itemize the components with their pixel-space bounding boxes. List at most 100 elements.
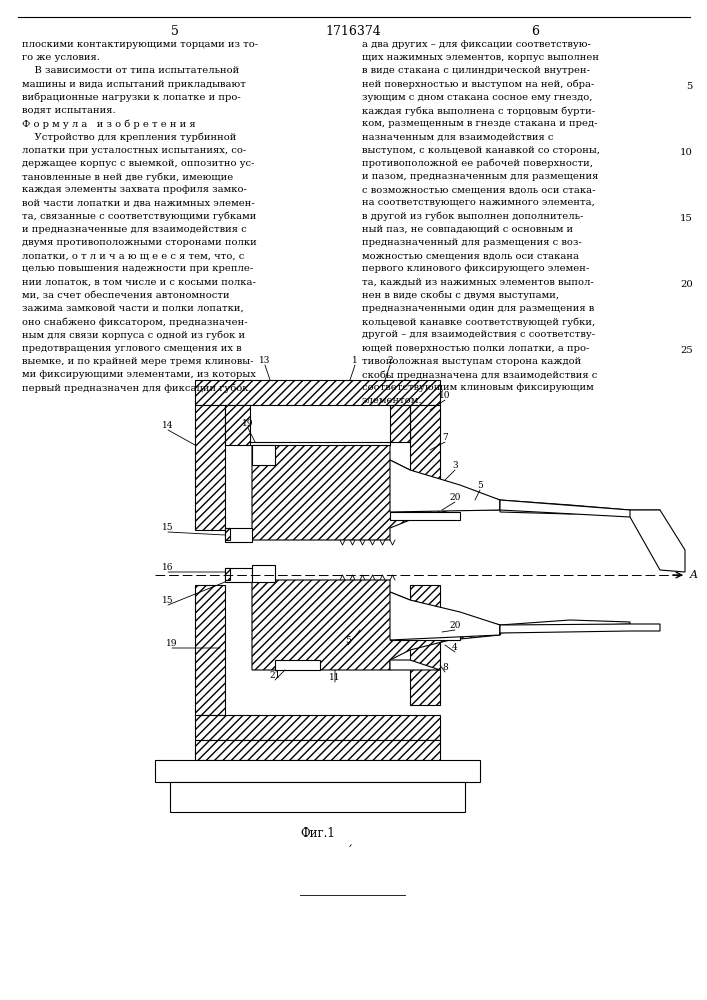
Polygon shape (630, 510, 685, 572)
Text: ком, размещенным в гнезде стакана и пред-: ком, размещенным в гнезде стакана и пред… (362, 119, 597, 128)
Text: ней поверхностью и выступом на ней, обра-: ней поверхностью и выступом на ней, обра… (362, 80, 595, 89)
Text: 7: 7 (442, 433, 448, 442)
Polygon shape (275, 660, 320, 670)
Text: Фиг.1: Фиг.1 (300, 827, 335, 840)
Text: держащее корпус с выемкой, оппозитно ус-: держащее корпус с выемкой, оппозитно ус- (22, 159, 255, 168)
Text: противоположной ее рабочей поверхности,: противоположной ее рабочей поверхности, (362, 159, 593, 168)
Polygon shape (252, 565, 275, 582)
Text: 1: 1 (352, 356, 358, 365)
Text: вибрационные нагрузки к лопатке и про-: вибрационные нагрузки к лопатке и про- (22, 93, 241, 102)
Text: и предназначенные для взаимодействия с: и предназначенные для взаимодействия с (22, 225, 247, 234)
Text: элементом.: элементом. (362, 396, 423, 405)
Polygon shape (500, 624, 660, 633)
Text: 6: 6 (531, 25, 539, 38)
Text: предназначенный для размещения с воз-: предназначенный для размещения с воз- (362, 238, 582, 247)
Text: двумя противоположными сторонами полки: двумя противоположными сторонами полки (22, 238, 257, 247)
Text: нен в виде скобы с двумя выступами,: нен в виде скобы с двумя выступами, (362, 291, 559, 300)
Text: выступом, с кольцевой канавкой со стороны,: выступом, с кольцевой канавкой со сторон… (362, 146, 600, 155)
Polygon shape (390, 512, 460, 520)
Text: первый предназначен для фиксации губок,: первый предназначен для фиксации губок, (22, 383, 252, 393)
Polygon shape (225, 568, 230, 580)
Text: водят испытания.: водят испытания. (22, 106, 116, 115)
Text: а два других – для фиксации соответствую-: а два других – для фиксации соответствую… (362, 40, 591, 49)
Text: 5: 5 (686, 82, 693, 91)
Text: лопатки, о т л и ч а ю щ е е с я тем, что, с: лопатки, о т л и ч а ю щ е е с я тем, чт… (22, 251, 245, 260)
Text: 1716374: 1716374 (325, 25, 381, 38)
Text: ный паз, не совпадающий с основным и: ный паз, не совпадающий с основным и (362, 225, 573, 234)
Text: предназначенными один для размещения в: предназначенными один для размещения в (362, 304, 595, 313)
Polygon shape (195, 405, 225, 530)
Text: ми, за счет обеспечения автономности: ми, за счет обеспечения автономности (22, 291, 230, 300)
Text: го же условия.: го же условия. (22, 53, 100, 62)
Text: тановленные в ней две губки, имеющие: тановленные в ней две губки, имеющие (22, 172, 233, 182)
Text: 5: 5 (345, 636, 351, 645)
Text: A: A (690, 570, 698, 580)
Polygon shape (170, 782, 465, 812)
Text: в другой из губок выполнен дополнитель-: в другой из губок выполнен дополнитель- (362, 212, 583, 221)
Text: 4: 4 (452, 643, 458, 652)
Text: 11: 11 (329, 673, 341, 682)
Text: Ф о р м у л а   и з о б р е т е н и я: Ф о р м у л а и з о б р е т е н и я (22, 119, 196, 129)
Text: 10: 10 (439, 391, 451, 400)
Text: соответствующим клиновым фиксирующим: соответствующим клиновым фиксирующим (362, 383, 594, 392)
Text: 5: 5 (171, 25, 179, 38)
Text: 5: 5 (477, 481, 483, 490)
Text: 21: 21 (269, 671, 281, 680)
Polygon shape (195, 380, 440, 405)
Text: лопатки при усталостных испытаниях, со-: лопатки при усталостных испытаниях, со- (22, 146, 246, 155)
Text: в виде стакана с цилиндрической внутрен-: в виде стакана с цилиндрической внутрен- (362, 66, 590, 75)
Text: плоскими контактирующими торцами из то-: плоскими контактирующими торцами из то- (22, 40, 258, 49)
Polygon shape (252, 580, 500, 670)
Polygon shape (195, 740, 440, 760)
Text: зующим с дном стакана сосное ему гнездо,: зующим с дном стакана сосное ему гнездо, (362, 93, 592, 102)
Text: Устройство для крепления турбинной: Устройство для крепления турбинной (22, 132, 236, 142)
Polygon shape (155, 760, 480, 782)
Text: каждая элементы захвата профиля замко-: каждая элементы захвата профиля замко- (22, 185, 247, 194)
Polygon shape (500, 620, 630, 635)
Polygon shape (500, 500, 660, 517)
Polygon shape (390, 632, 460, 640)
Text: 19: 19 (243, 419, 254, 428)
Text: кольцевой канавке соответствующей губки,: кольцевой канавке соответствующей губки, (362, 317, 595, 327)
Polygon shape (195, 715, 440, 740)
Text: 10: 10 (680, 148, 693, 157)
Text: В зависимости от типа испытательной: В зависимости от типа испытательной (22, 66, 239, 75)
Text: вой части лопатки и два нажимных элемен-: вой части лопатки и два нажимных элемен- (22, 198, 255, 207)
Text: тивоположная выступам сторона каждой: тивоположная выступам сторона каждой (362, 357, 581, 366)
Text: 15: 15 (162, 596, 174, 605)
Text: ным для связи корпуса с одной из губок и: ным для связи корпуса с одной из губок и (22, 330, 245, 340)
Text: предотвращения углового смещения их в: предотвращения углового смещения их в (22, 344, 242, 353)
Text: назначенным для взаимодействия с: назначенным для взаимодействия с (362, 132, 554, 141)
Text: 20: 20 (450, 621, 461, 630)
Polygon shape (225, 405, 250, 445)
Text: другой – для взаимодействия с соответству-: другой – для взаимодействия с соответств… (362, 330, 595, 339)
Text: целью повышения надежности при крепле-: целью повышения надежности при крепле- (22, 264, 253, 273)
Polygon shape (252, 445, 500, 540)
Text: зажима замковой части и полки лопатки,: зажима замковой части и полки лопатки, (22, 304, 244, 313)
Text: первого клинового фиксирующего элемен-: первого клинового фиксирующего элемен- (362, 264, 589, 273)
Polygon shape (410, 405, 440, 510)
Text: можностью смещения вдоль оси стакана: можностью смещения вдоль оси стакана (362, 251, 579, 260)
Text: 20: 20 (680, 280, 693, 289)
Text: 2: 2 (387, 356, 393, 365)
Text: с возможностью смещения вдоль оси стака-: с возможностью смещения вдоль оси стака- (362, 185, 595, 194)
Text: и пазом, предназначенным для размещения: и пазом, предназначенным для размещения (362, 172, 598, 181)
Text: ми фиксирующими элементами, из которых: ми фиксирующими элементами, из которых (22, 370, 256, 379)
Text: 25: 25 (680, 346, 693, 355)
Text: 19: 19 (166, 639, 177, 648)
Text: 8: 8 (442, 663, 448, 672)
Text: каждая губка выполнена с торцовым бурти-: каждая губка выполнена с торцовым бурти- (362, 106, 595, 115)
Polygon shape (500, 500, 630, 514)
Text: ющей поверхностью полки лопатки, а про-: ющей поверхностью полки лопатки, а про- (362, 344, 590, 353)
Polygon shape (410, 585, 440, 705)
Text: 20: 20 (450, 493, 461, 502)
Text: выемке, и по крайней мере тремя клиновы-: выемке, и по крайней мере тремя клиновы- (22, 357, 254, 366)
Polygon shape (250, 442, 390, 445)
Polygon shape (225, 528, 252, 542)
Polygon shape (225, 568, 252, 582)
Text: на соответствующего нажимного элемента,: на соответствующего нажимного элемента, (362, 198, 595, 207)
Text: 3: 3 (452, 461, 458, 470)
Text: 15: 15 (680, 214, 693, 223)
Text: 15: 15 (162, 523, 174, 532)
Text: та, каждый из нажимных элементов выпол-: та, каждый из нажимных элементов выпол- (362, 278, 594, 287)
